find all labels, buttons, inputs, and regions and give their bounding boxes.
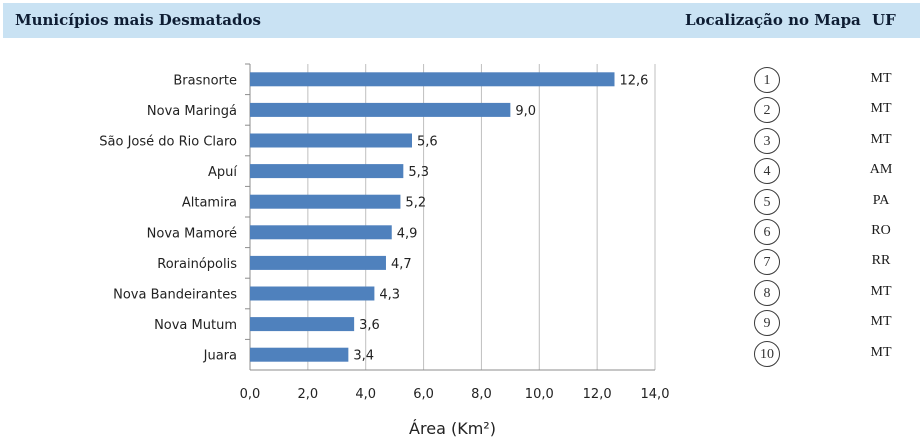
x-tick-label: 14,0 <box>641 387 670 402</box>
category-label: São José do Rio Claro <box>99 135 237 150</box>
value-label: 4,7 <box>391 257 412 272</box>
x-tick-label: 8,0 <box>471 387 492 402</box>
x-tick-label: 6,0 <box>413 387 434 402</box>
category-label: Apuí <box>208 165 237 180</box>
bar <box>250 102 511 117</box>
bar <box>250 164 404 179</box>
map-location-marker: 9 <box>754 310 780 337</box>
value-label: 5,3 <box>408 165 429 180</box>
value-label: 4,9 <box>397 226 418 241</box>
category-label: Nova Maringá <box>147 104 237 119</box>
map-location-marker: 10 <box>754 340 780 367</box>
uf-label: RO <box>871 223 891 238</box>
category-label: Altamira <box>182 196 237 211</box>
x-tick-label: 4,0 <box>355 387 376 402</box>
value-label: 3,6 <box>359 318 380 333</box>
uf-label: MT <box>870 101 892 117</box>
category-label: Nova Mutum <box>154 318 237 333</box>
x-tick-label: 0,0 <box>240 387 261 402</box>
bar <box>250 347 349 362</box>
uf-column-header: UF <box>872 11 896 29</box>
map-location-marker: 1 <box>754 67 780 93</box>
bar <box>250 72 615 87</box>
value-label: 9,0 <box>515 104 536 119</box>
value-label: 3,4 <box>353 349 374 364</box>
map-location-marker: 6 <box>754 219 780 245</box>
uf-label: PA <box>872 192 890 208</box>
uf-label: MT <box>870 314 892 330</box>
location-column-header: Localização no Mapa <box>685 11 861 29</box>
value-label: 12,6 <box>620 73 649 88</box>
uf-label: MT <box>870 344 892 360</box>
value-label: 5,2 <box>405 196 426 211</box>
value-label: 5,6 <box>417 135 438 150</box>
x-tick-label: 10,0 <box>525 387 554 402</box>
bar <box>250 194 401 209</box>
page-title: Municípios mais Desmatados <box>15 11 261 29</box>
uf-label: AM <box>869 162 893 178</box>
x-tick-label: 12,0 <box>583 387 612 402</box>
category-label: Nova Bandeirantes <box>113 288 237 303</box>
map-location-marker: 3 <box>754 127 780 154</box>
map-location-marker: 7 <box>754 249 780 276</box>
bar <box>250 255 386 270</box>
category-label: Juara <box>203 349 237 364</box>
category-label: Nova Mamoré <box>147 226 237 241</box>
bar <box>250 133 412 148</box>
value-label: 4,3 <box>379 288 400 303</box>
uf-label: MT <box>870 71 892 86</box>
bar <box>250 225 392 240</box>
bar <box>250 286 375 301</box>
header-bar <box>3 3 920 38</box>
map-location-marker: 8 <box>754 279 780 306</box>
uf-label: MT <box>870 131 892 147</box>
map-location-marker: 5 <box>754 188 780 215</box>
category-label: Brasnorte <box>173 73 237 88</box>
map-location-marker: 4 <box>754 158 780 185</box>
uf-label: RR <box>871 253 891 269</box>
uf-label: MT <box>870 283 892 299</box>
x-tick-label: 2,0 <box>298 387 319 402</box>
category-label: Rorainópolis <box>157 257 237 272</box>
map-location-marker: 2 <box>754 97 780 124</box>
x-axis-title: Área (Km²) <box>409 419 496 438</box>
bar <box>250 317 355 332</box>
